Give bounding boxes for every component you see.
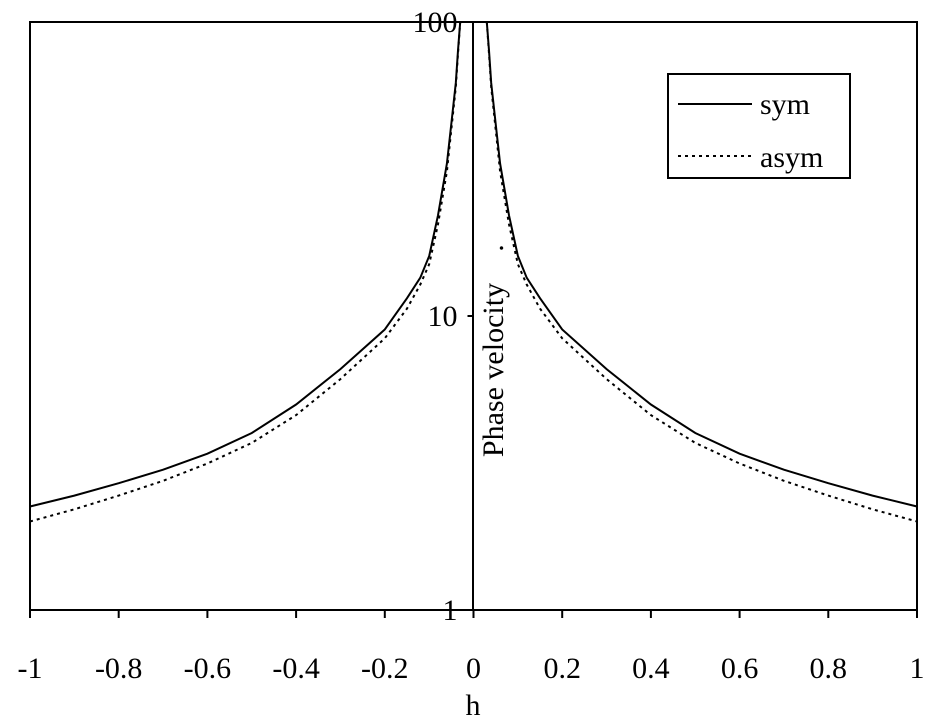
y-axis-title: Phase velocity [477,283,510,457]
x-tick-label: 0 [466,652,481,685]
x-tick-label: 0.4 [632,652,670,685]
y-tick-label: 10 [428,300,458,333]
legend: sym asym [667,73,851,179]
x-axis-ticks: -1 -0.8 -0.6 -0.4 -0.2 0 0.2 0.4 0.6 0.8 1 [18,610,925,685]
y-tick-label: 100 [413,6,458,39]
y-axis-title-mark: . [477,244,510,252]
legend-asym-label: asym [760,141,823,174]
x-tick-label: 1 [910,652,925,685]
x-tick-label: 0.6 [721,652,759,685]
x-tick-label: -0.6 [184,652,232,685]
x-tick-label: 0.8 [810,652,848,685]
x-tick-label: 0.2 [543,652,581,685]
series-asym-line-left [29,21,462,523]
x-axis-title: h [466,689,481,722]
x-tick-label: -1 [18,652,43,685]
legend-sym-label: sym [760,88,810,121]
series-sym-line-right [485,21,918,508]
series-layer [29,21,918,523]
legend-box [667,73,851,179]
x-tick-label: -0.8 [95,652,143,685]
x-tick-label: -0.4 [272,652,320,685]
y-axis-ticks: 1 10 100 [413,6,474,627]
series-sym-line-left [29,21,462,508]
x-tick-label: -0.2 [361,652,409,685]
y-tick-label: 1 [443,594,458,627]
